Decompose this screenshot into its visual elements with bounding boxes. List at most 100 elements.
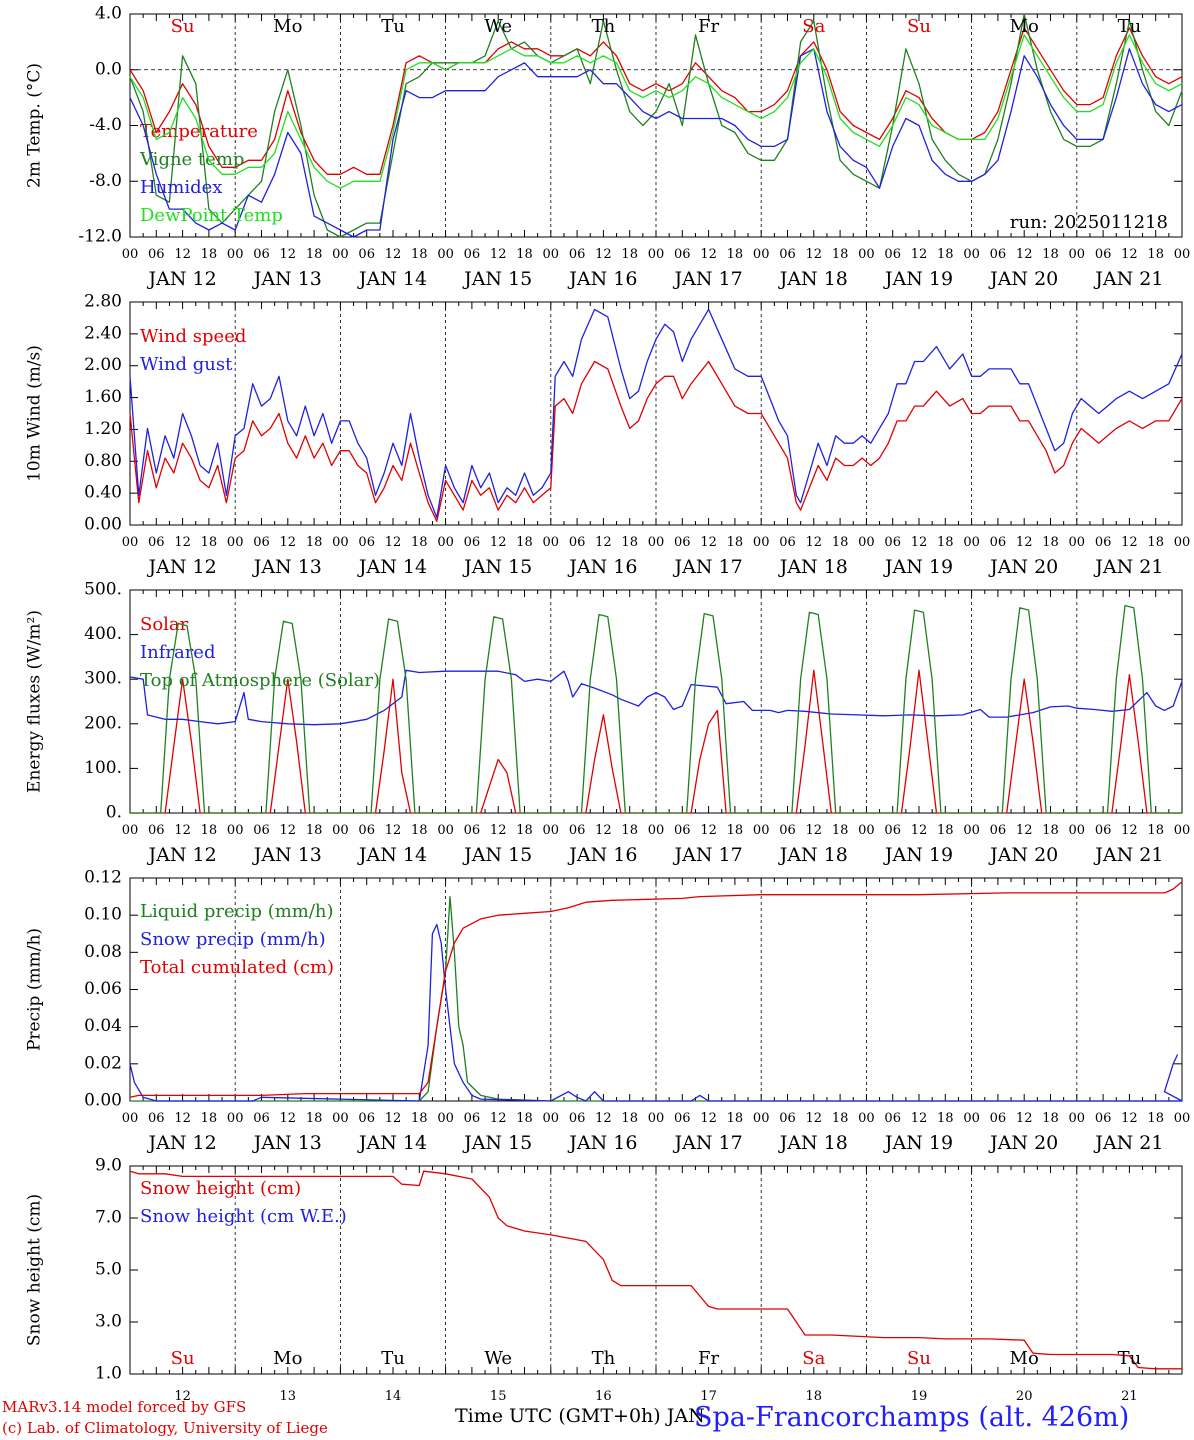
hour-tick-label: 06 bbox=[253, 823, 270, 838]
y-tick-label: 200. bbox=[84, 713, 122, 733]
hour-tick-label: 12 bbox=[1016, 535, 1033, 550]
y-tick-label: 1.60 bbox=[84, 387, 122, 407]
hour-tick-label: 06 bbox=[464, 1111, 481, 1126]
hour-tick-label: 00 bbox=[332, 823, 349, 838]
day-abbrev: Su bbox=[171, 1348, 195, 1369]
hour-tick-label: 00 bbox=[543, 535, 560, 550]
day-number: 12 bbox=[174, 1389, 191, 1404]
hour-tick-label: 18 bbox=[516, 247, 533, 262]
series-line bbox=[129, 48, 1183, 238]
date-label: JAN 19 bbox=[883, 1132, 953, 1154]
hour-tick-label: 00 bbox=[1174, 1111, 1191, 1126]
y-axis-label: 2m Temp. (°C) bbox=[25, 63, 45, 188]
day-number: 15 bbox=[490, 1389, 507, 1404]
hour-tick-label: 18 bbox=[1147, 535, 1164, 550]
legend-entry: Top of Atmosphere (Solar) bbox=[140, 670, 380, 691]
date-label: JAN 15 bbox=[462, 844, 532, 866]
day-abbrev: Mo bbox=[273, 16, 302, 37]
day-abbrev: Th bbox=[592, 16, 616, 37]
hour-tick-label: 18 bbox=[937, 823, 954, 838]
hour-tick-label: 06 bbox=[569, 247, 586, 262]
date-label: JAN 17 bbox=[673, 268, 743, 290]
series-line bbox=[129, 34, 1183, 189]
hour-tick-label: 00 bbox=[963, 247, 980, 262]
hour-tick-label: 00 bbox=[858, 535, 875, 550]
legend-entry: Infrared bbox=[140, 642, 215, 663]
hour-tick-label: 18 bbox=[937, 535, 954, 550]
hour-tick-label: 06 bbox=[358, 823, 375, 838]
lab-credit: (c) Lab. of Climatology, University of L… bbox=[2, 1419, 328, 1437]
date-label: JAN 20 bbox=[988, 1132, 1058, 1154]
hour-tick-label: 12 bbox=[490, 535, 507, 550]
hour-tick-label: 00 bbox=[437, 247, 454, 262]
series-line bbox=[129, 308, 1183, 519]
date-label: JAN 19 bbox=[883, 844, 953, 866]
hour-tick-label: 00 bbox=[543, 1111, 560, 1126]
hour-tick-label: 06 bbox=[990, 823, 1007, 838]
hour-tick-label: 18 bbox=[621, 247, 638, 262]
date-label: JAN 13 bbox=[252, 268, 322, 290]
date-label: JAN 20 bbox=[988, 268, 1058, 290]
hour-tick-label: 18 bbox=[727, 247, 744, 262]
day-abbrev: Su bbox=[907, 1348, 931, 1369]
hour-tick-label: 06 bbox=[358, 1111, 375, 1126]
date-label: JAN 14 bbox=[357, 556, 427, 578]
series-line bbox=[129, 669, 1183, 726]
series-line bbox=[129, 1170, 1182, 1370]
hour-tick-label: 18 bbox=[621, 823, 638, 838]
hour-tick-label: 06 bbox=[990, 1111, 1007, 1126]
panel-4: 0.12 0.10 0.08 0.06 0.04 0.02 0.00 Precip (mm/h… bbox=[25, 868, 1191, 1155]
hour-tick-label: 12 bbox=[700, 1111, 717, 1126]
series-line bbox=[129, 923, 1183, 1102]
hour-tick-label: 06 bbox=[779, 823, 796, 838]
y-tick-label: 1.0 bbox=[95, 1364, 122, 1384]
y-tick-label: 100. bbox=[84, 758, 122, 778]
hour-tick-label: 00 bbox=[1174, 535, 1191, 550]
date-label: JAN 15 bbox=[462, 268, 532, 290]
hour-tick-label: 18 bbox=[201, 535, 218, 550]
hour-tick-label: 00 bbox=[1174, 247, 1191, 262]
hour-tick-label: 00 bbox=[648, 247, 665, 262]
day-abbrev: Sa bbox=[802, 16, 825, 37]
y-tick-label: -12.0 bbox=[78, 227, 122, 247]
hour-tick-label: 12 bbox=[490, 823, 507, 838]
hour-tick-label: 12 bbox=[595, 1111, 612, 1126]
y-tick-label: -8.0 bbox=[89, 171, 122, 191]
hour-tick-label: 06 bbox=[148, 247, 165, 262]
hour-tick-label: 00 bbox=[332, 535, 349, 550]
y-tick-label: 2.40 bbox=[84, 323, 122, 343]
y-tick-label: 0.12 bbox=[84, 868, 122, 888]
series-line bbox=[129, 13, 1183, 238]
hour-tick-label: 18 bbox=[516, 535, 533, 550]
hour-tick-label: 12 bbox=[911, 1111, 928, 1126]
hour-tick-label: 18 bbox=[937, 247, 954, 262]
hour-tick-label: 00 bbox=[858, 247, 875, 262]
hour-tick-label: 00 bbox=[332, 1111, 349, 1126]
legend-entry: Snow height (cm) bbox=[140, 1178, 301, 1199]
hour-tick-label: 18 bbox=[201, 1111, 218, 1126]
series-line bbox=[130, 604, 1182, 814]
hour-tick-label: 06 bbox=[569, 535, 586, 550]
hour-tick-label: 06 bbox=[674, 1111, 691, 1126]
hour-tick-label: 00 bbox=[227, 1111, 244, 1126]
legend-entry: Vigne temp bbox=[139, 149, 244, 170]
hour-tick-label: 06 bbox=[779, 535, 796, 550]
day-abbrev: Su bbox=[171, 16, 195, 37]
hour-tick-label: 06 bbox=[674, 535, 691, 550]
hour-tick-label: 00 bbox=[753, 247, 770, 262]
y-tick-label: 400. bbox=[84, 624, 122, 644]
hour-tick-label: 12 bbox=[806, 823, 823, 838]
hour-tick-label: 00 bbox=[437, 535, 454, 550]
series-line bbox=[130, 895, 1182, 1102]
hour-tick-label: 18 bbox=[621, 535, 638, 550]
date-label: JAN 15 bbox=[462, 1132, 532, 1154]
legend-entry: Wind gust bbox=[140, 354, 233, 375]
hour-tick-label: 12 bbox=[174, 535, 191, 550]
hour-tick-label: 12 bbox=[1121, 823, 1138, 838]
hour-tick-label: 00 bbox=[122, 823, 139, 838]
hour-tick-label: 12 bbox=[911, 247, 928, 262]
hour-tick-label: 06 bbox=[884, 247, 901, 262]
hour-tick-label: 18 bbox=[201, 247, 218, 262]
date-label: JAN 18 bbox=[778, 1132, 848, 1154]
